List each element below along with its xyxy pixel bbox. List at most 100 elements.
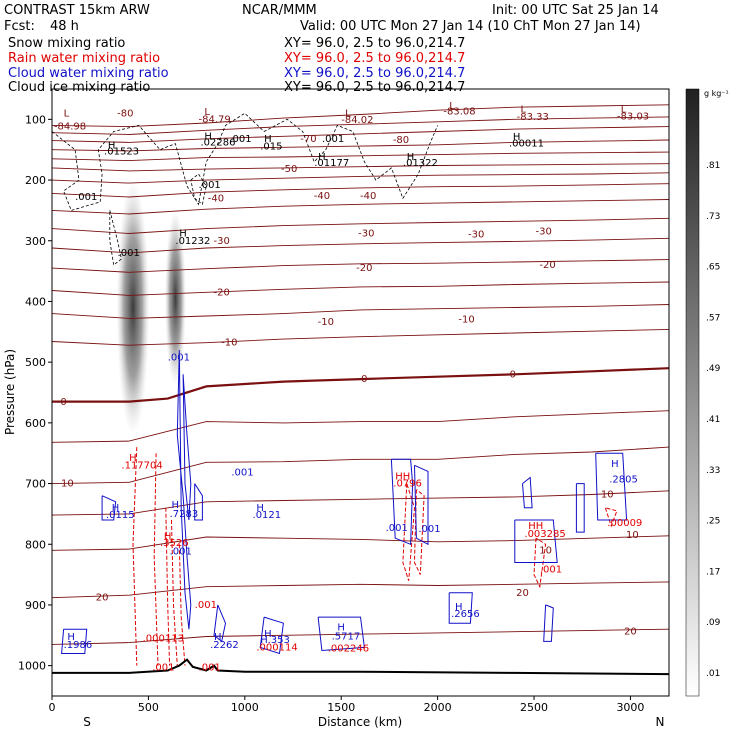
colorbar-tick-9: .73 [706, 212, 720, 222]
legend-cloud-water-xy: XY= 96.0, 2.5 to 96.0,214.7 [284, 66, 466, 81]
extremum-label-28: .001 [118, 248, 140, 259]
cloud-water-contour-6 [390, 458, 414, 546]
x-tick-label-6: 3000 [616, 701, 644, 714]
extremum-label-2: L [204, 107, 210, 118]
snow-plume-1 [164, 210, 187, 387]
rain-contours [132, 447, 618, 666]
extremum-label-14: H [204, 131, 212, 142]
x-axis-title: Distance (km) [318, 715, 402, 729]
extremum-label-53: .00009 [607, 518, 642, 529]
extremum-label-51: H [611, 459, 619, 470]
legend-rain-name: Rain water mixing ratio [8, 51, 161, 66]
temperature-contour-1 [52, 116, 669, 135]
colorbar-tick-5: .41 [706, 415, 720, 425]
extremum-label-27: .001 [199, 180, 221, 191]
temperature-label-10: -10 [221, 338, 237, 349]
x-tick-label-2: 1000 [231, 701, 259, 714]
extremum-label-10: L [621, 105, 627, 116]
temperature-label-1: 0 [361, 374, 367, 385]
extremum-label-62: H [264, 629, 272, 640]
colorbar-tick-8: .65 [706, 263, 720, 273]
extremum-label-42: .3526 [160, 538, 189, 549]
extremum-label-30: .01232 [175, 236, 210, 247]
extremum-label-55: .2656 [451, 609, 480, 620]
extremum-label-69: .001 [199, 662, 221, 673]
valid-time: Valid: 00 UTC Mon 27 Jan 14 (10 ChT Mon … [300, 19, 641, 34]
extremum-label-3: -84.79 [199, 114, 231, 125]
extremum-label-66: .5717 [332, 632, 361, 643]
cloud-water-contour-14 [101, 495, 117, 521]
legend-cloud-ice-name: Cloud ice mixing ratio [8, 80, 151, 95]
colorbar-tick-10: .81 [706, 161, 720, 171]
temperature-contour-12 [52, 281, 669, 296]
rain-contour-8 [604, 507, 618, 528]
extremum-label-24: H [513, 132, 521, 143]
extremum-label-39: H [256, 503, 264, 514]
extremum-label-48: HH [528, 521, 543, 532]
legend-cloud-ice-xy: XY= 96.0, 2.5 to 96.0,214.7 [284, 80, 466, 95]
extremum-label-11: -83.03 [617, 111, 649, 122]
rain-contour-6 [413, 489, 425, 575]
temperature-label-5: 10 [601, 489, 614, 500]
init-time: Init: 00 UTC Sat 25 Jan 14 [492, 3, 659, 18]
forecast-label: Fcst: [4, 19, 35, 34]
ice-contour-2 [109, 210, 122, 266]
snow-shading-layer [116, 180, 187, 435]
extremum-label-1: -84.98 [54, 122, 86, 133]
cloud-water-contour-10 [575, 483, 585, 533]
extremum-label-43: .001 [170, 547, 192, 558]
y-axis-title: Pressure (hPa) [3, 349, 17, 435]
extremum-label-59: .001 [195, 600, 217, 611]
temperature-label-25: -80 [393, 135, 409, 146]
y-tick-label-0: 100 [25, 113, 46, 126]
terrain-surface [52, 658, 669, 676]
extremum-label-34: H [112, 503, 120, 514]
colorbar-tick-4: .33 [706, 466, 720, 476]
extremum-label-54: H [455, 602, 463, 613]
contour-labels: 0 0 0 10 10 10 10 20 20 20 -10 -10 -10 -20 -20 -20 -30 -3… [54, 101, 649, 673]
extremum-label-64: .000114 [256, 642, 297, 653]
extremum-label-21: .01177 [314, 158, 349, 169]
temperature-contour-7 [52, 183, 669, 198]
temperature-label-15: -20 [539, 260, 555, 271]
extremum-label-23: .01322 [403, 158, 438, 169]
y-tick-label-1: 200 [25, 174, 46, 187]
extremum-label-7: -83.08 [443, 106, 475, 117]
y-tick-label-9: 1000 [18, 660, 46, 673]
rain-contour-4 [178, 544, 186, 666]
y-tick-label-7: 800 [25, 538, 46, 551]
temperature-contour-9 [52, 217, 669, 234]
temperature-contour-8 [52, 199, 669, 215]
extremum-label-15: .02286 [200, 137, 235, 148]
temperature-label-7: 20 [96, 593, 109, 604]
extremum-label-45: .0796 [393, 479, 422, 490]
extremum-label-65: H [337, 622, 345, 633]
y-tick-label-3: 400 [25, 295, 46, 308]
temperature-label-8: 20 [516, 588, 529, 599]
extremum-label-37: .7283 [170, 509, 199, 520]
legend-snow-xy: XY= 96.0, 2.5 to 96.0,214.7 [284, 36, 466, 51]
cloud-water-contour-11 [595, 452, 628, 521]
extremum-label-6: L [449, 101, 455, 112]
legend-rain-xy: XY= 96.0, 2.5 to 96.0,214.7 [284, 51, 466, 66]
cloud-water-contours [61, 349, 628, 655]
temperature-contour-10 [52, 237, 669, 254]
extremum-label-22: H [407, 152, 415, 163]
temperature-contour-2 [52, 126, 669, 143]
extremum-label-9: -83.33 [517, 112, 549, 123]
extremum-label-44: HH [395, 471, 410, 482]
cloud-water-contour-1 [182, 374, 192, 521]
extremum-label-4: L [345, 108, 351, 119]
extremum-label-46: .001 [386, 523, 408, 534]
temperature-label-6: 10 [626, 530, 639, 541]
extremum-label-38: .001 [231, 468, 253, 479]
colorbar-tick-1: .09 [706, 618, 721, 628]
rain-contour-0 [132, 447, 138, 666]
y-tick-label-4: 500 [25, 356, 46, 369]
temperature-contour-17 [52, 446, 669, 485]
extremum-label-49: .003285 [524, 529, 565, 540]
ice-contour-0 [52, 112, 438, 211]
forecast-hour: 48 h [50, 19, 79, 34]
extremum-label-32: H [129, 453, 137, 464]
